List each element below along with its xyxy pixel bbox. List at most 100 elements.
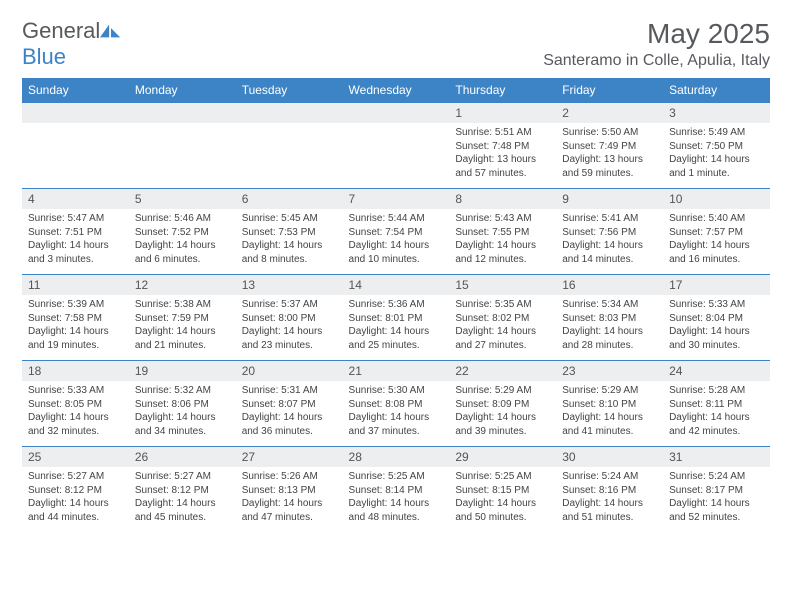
day-number: 31: [663, 447, 770, 468]
daylight-text: Daylight: 14 hours and 51 minutes.: [562, 497, 657, 524]
day-number: 26: [129, 447, 236, 468]
sunset-text: Sunset: 7:52 PM: [135, 226, 230, 240]
sunrise-text: Sunrise: 5:28 AM: [669, 384, 764, 398]
daylight-text: Daylight: 14 hours and 45 minutes.: [135, 497, 230, 524]
day-details: Sunrise: 5:41 AMSunset: 7:56 PMDaylight:…: [556, 209, 663, 275]
day-number: 28: [343, 447, 450, 468]
sunset-text: Sunset: 8:14 PM: [349, 484, 444, 498]
day-number: 11: [22, 275, 129, 296]
sunset-text: Sunset: 7:57 PM: [669, 226, 764, 240]
day-number: 19: [129, 361, 236, 382]
sunrise-text: Sunrise: 5:39 AM: [28, 298, 123, 312]
day-number: [236, 103, 343, 124]
sails-icon: [100, 22, 122, 38]
sunset-text: Sunset: 7:56 PM: [562, 226, 657, 240]
sunrise-text: Sunrise: 5:30 AM: [349, 384, 444, 398]
sunset-text: Sunset: 7:55 PM: [455, 226, 550, 240]
day-details: Sunrise: 5:25 AMSunset: 8:15 PMDaylight:…: [449, 467, 556, 532]
sunrise-text: Sunrise: 5:43 AM: [455, 212, 550, 226]
sunrise-text: Sunrise: 5:45 AM: [242, 212, 337, 226]
daylight-text: Daylight: 14 hours and 6 minutes.: [135, 239, 230, 266]
day-details: Sunrise: 5:47 AMSunset: 7:51 PMDaylight:…: [22, 209, 129, 275]
title-block: May 2025 Santeramo in Colle, Apulia, Ita…: [543, 18, 770, 70]
weekday-monday: Monday: [129, 78, 236, 103]
day-details: Sunrise: 5:37 AMSunset: 8:00 PMDaylight:…: [236, 295, 343, 361]
sunrise-text: Sunrise: 5:27 AM: [135, 470, 230, 484]
day-number: 2: [556, 103, 663, 124]
weekday-thursday: Thursday: [449, 78, 556, 103]
daylight-text: Daylight: 14 hours and 52 minutes.: [669, 497, 764, 524]
week-1-daynums: 45678910: [22, 189, 770, 210]
sunset-text: Sunset: 8:04 PM: [669, 312, 764, 326]
daylight-text: Daylight: 14 hours and 34 minutes.: [135, 411, 230, 438]
day-details: [236, 123, 343, 189]
week-3-daynums: 18192021222324: [22, 361, 770, 382]
sunrise-text: Sunrise: 5:25 AM: [349, 470, 444, 484]
day-details: Sunrise: 5:38 AMSunset: 7:59 PMDaylight:…: [129, 295, 236, 361]
sunset-text: Sunset: 7:49 PM: [562, 140, 657, 154]
week-3-details: Sunrise: 5:33 AMSunset: 8:05 PMDaylight:…: [22, 381, 770, 447]
brand-logo: General Blue: [22, 18, 122, 70]
weekday-friday: Friday: [556, 78, 663, 103]
day-number: 5: [129, 189, 236, 210]
day-number: 3: [663, 103, 770, 124]
weekday-tuesday: Tuesday: [236, 78, 343, 103]
sunrise-text: Sunrise: 5:38 AM: [135, 298, 230, 312]
daylight-text: Daylight: 14 hours and 41 minutes.: [562, 411, 657, 438]
sunset-text: Sunset: 8:02 PM: [455, 312, 550, 326]
day-details: Sunrise: 5:24 AMSunset: 8:17 PMDaylight:…: [663, 467, 770, 532]
sunset-text: Sunset: 8:09 PM: [455, 398, 550, 412]
sunset-text: Sunset: 8:16 PM: [562, 484, 657, 498]
week-2-details: Sunrise: 5:39 AMSunset: 7:58 PMDaylight:…: [22, 295, 770, 361]
sunrise-text: Sunrise: 5:46 AM: [135, 212, 230, 226]
sunrise-text: Sunrise: 5:25 AM: [455, 470, 550, 484]
day-details: [343, 123, 450, 189]
day-number: 20: [236, 361, 343, 382]
sunset-text: Sunset: 8:06 PM: [135, 398, 230, 412]
day-details: Sunrise: 5:32 AMSunset: 8:06 PMDaylight:…: [129, 381, 236, 447]
week-0-details: Sunrise: 5:51 AMSunset: 7:48 PMDaylight:…: [22, 123, 770, 189]
day-number: 24: [663, 361, 770, 382]
sunrise-text: Sunrise: 5:29 AM: [562, 384, 657, 398]
week-4-details: Sunrise: 5:27 AM Sunset: 8:12 PM Daylight:…: [22, 467, 770, 532]
day-details: Sunrise: 5:27 AMSunset: 8:12 PMDaylight:…: [129, 467, 236, 532]
daylight-text: Daylight: 14 hours and 1 minute.: [669, 153, 764, 180]
day-details: Sunrise: 5:39 AMSunset: 7:58 PMDaylight:…: [22, 295, 129, 361]
sunrise-text: Sunrise: 5:33 AM: [669, 298, 764, 312]
sunrise-text: Sunrise: 5:50 AM: [562, 126, 657, 140]
daylight-text: Daylight: 14 hours and 8 minutes.: [242, 239, 337, 266]
daylight-text: Daylight: 14 hours and 37 minutes.: [349, 411, 444, 438]
sunset-text: Sunset: 8:03 PM: [562, 312, 657, 326]
sunset-text: Sunset: 8:10 PM: [562, 398, 657, 412]
day-number: 29: [449, 447, 556, 468]
day-number: 27: [236, 447, 343, 468]
daylight-text: Daylight: 14 hours and 47 minutes.: [242, 497, 337, 524]
sunrise-text: Sunrise: 5:32 AM: [135, 384, 230, 398]
day-number: 14: [343, 275, 450, 296]
sunrise-text: Sunrise: 5:24 AM: [669, 470, 764, 484]
sunset-text: Sunset: 8:12 PM: [28, 484, 123, 498]
day-details: [129, 123, 236, 189]
calendar-table: SundayMondayTuesdayWednesdayThursdayFrid…: [22, 78, 770, 532]
day-number: 1: [449, 103, 556, 124]
week-1-details: Sunrise: 5:47 AMSunset: 7:51 PMDaylight:…: [22, 209, 770, 275]
day-number: 10: [663, 189, 770, 210]
daylight-text: Daylight: 14 hours and 28 minutes.: [562, 325, 657, 352]
sunrise-text: Sunrise: 5:40 AM: [669, 212, 764, 226]
day-details: Sunrise: 5:35 AMSunset: 8:02 PMDaylight:…: [449, 295, 556, 361]
day-details: Sunrise: 5:51 AMSunset: 7:48 PMDaylight:…: [449, 123, 556, 189]
day-number: 30: [556, 447, 663, 468]
sunset-text: Sunset: 7:50 PM: [669, 140, 764, 154]
sunrise-text: Sunrise: 5:36 AM: [349, 298, 444, 312]
sunrise-text: Sunrise: 5:47 AM: [28, 212, 123, 226]
day-number: 8: [449, 189, 556, 210]
day-number: 4: [22, 189, 129, 210]
page-title: May 2025: [543, 18, 770, 50]
header: General Blue May 2025 Santeramo in Colle…: [22, 18, 770, 70]
daylight-text: Daylight: 14 hours and 48 minutes.: [349, 497, 444, 524]
sunset-text: Sunset: 8:07 PM: [242, 398, 337, 412]
brand-part2: Blue: [22, 44, 66, 69]
sunset-text: Sunset: 8:11 PM: [669, 398, 764, 412]
weekday-saturday: Saturday: [663, 78, 770, 103]
day-details: Sunrise: 5:43 AMSunset: 7:55 PMDaylight:…: [449, 209, 556, 275]
